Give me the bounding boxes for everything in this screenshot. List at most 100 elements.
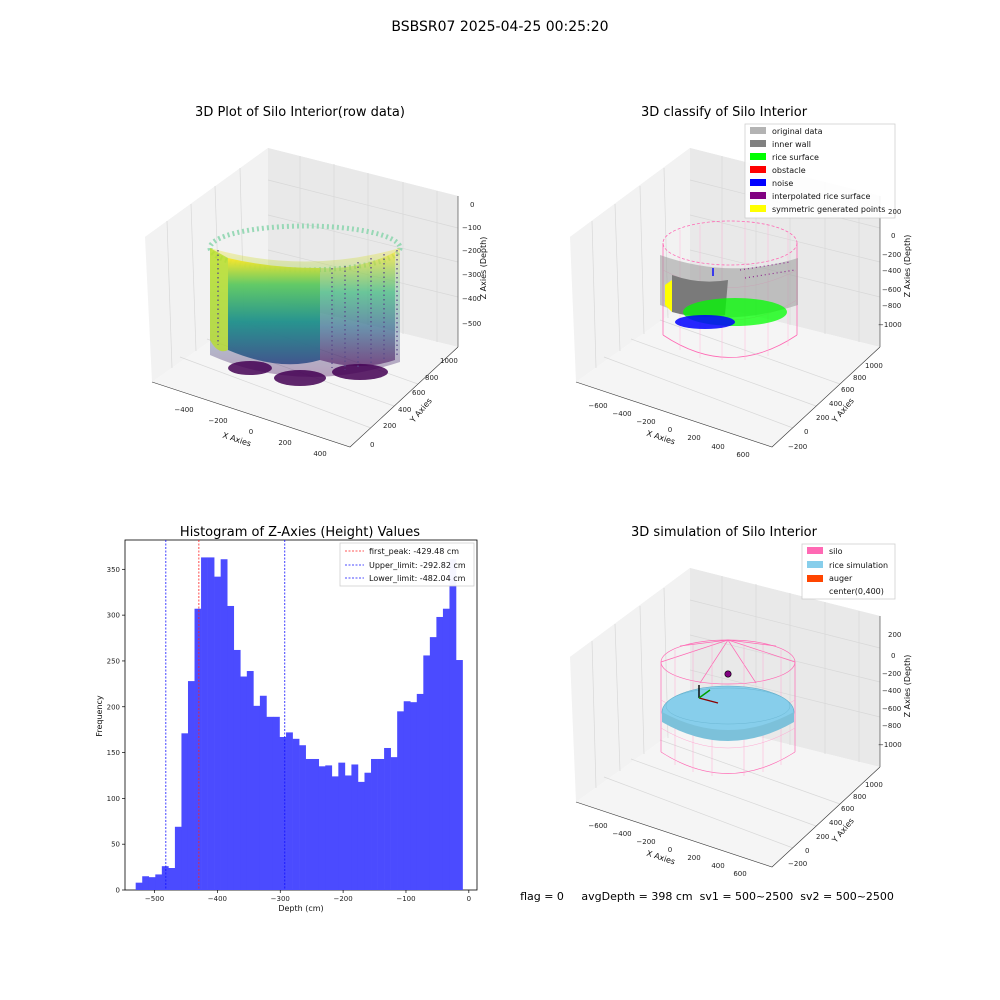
classify-ztick: −600 (882, 286, 901, 294)
legend-label: Upper_limit: -292.82 cm (369, 561, 466, 570)
center-marker (724, 670, 732, 678)
classify-xtick: −400 (612, 410, 631, 418)
histogram-bar (390, 757, 398, 890)
raw-z-axis-label: Z Axies (Depth) (479, 237, 488, 300)
classify-panel-title: 3D classify of Silo Interior (641, 105, 808, 120)
histogram-ytick-label: 350 (107, 566, 120, 574)
histogram-reference-lines (165, 540, 286, 890)
raw-ytick: 800 (425, 374, 438, 382)
histogram-bar (259, 695, 267, 890)
legend-label: inner wall (772, 140, 811, 149)
figure-suptitle: BSBSR07 2025-04-25 00:25:20 (391, 19, 608, 35)
histogram-bar (201, 557, 208, 890)
legend-swatch (750, 166, 766, 173)
histogram-bar (168, 868, 176, 890)
simulation-y-ticks: −200 0 200 400 600 800 1000 (788, 781, 883, 868)
simulation-x-ticks: −600 −400 −200 0 200 400 600 (588, 822, 746, 878)
classify-3d-panel: 3D classify of Silo Interior (570, 105, 912, 459)
histogram-bar (416, 693, 424, 890)
histogram-bar (142, 876, 150, 890)
classify-ytick: 0 (804, 428, 808, 436)
histogram-bar (253, 705, 261, 890)
simulation-ytick: 800 (853, 793, 866, 801)
legend-label: center(0,400) (829, 587, 884, 596)
histogram-xtick-label: −200 (333, 895, 352, 903)
histogram-bar (187, 681, 195, 890)
histogram-y-ticks: 0 50 100 150 200 250 300 350 (107, 566, 125, 895)
histogram-title: Histogram of Z-Axies (Height) Values (180, 525, 420, 540)
classify-xtick: −600 (588, 402, 607, 410)
simulation-z-axis-label: Z Axies (Depth) (903, 655, 912, 718)
classify-xtick: 600 (736, 451, 749, 459)
histogram-bar (331, 776, 339, 890)
histogram-legend: first_peak: -429.48 cm Upper_limit: -292… (339, 542, 475, 587)
legend-label: rice surface (772, 153, 819, 162)
simulation-ytick: 200 (816, 833, 829, 841)
simulation-xtick: −600 (588, 822, 607, 830)
simulation-ztick: −600 (882, 705, 901, 713)
simulation-xtick: 200 (687, 854, 700, 862)
histogram-xtick-label: −400 (208, 895, 227, 903)
histogram-bar (338, 762, 346, 890)
legend-swatch (750, 140, 766, 147)
simulation-xtick: −400 (612, 830, 631, 838)
histogram-bar (325, 765, 333, 890)
classify-x-ticks: −600 −400 −200 0 200 400 600 (588, 402, 749, 459)
legend-swatch (807, 575, 823, 582)
simulation-ytick: 0 (805, 847, 809, 855)
histogram-legend-box (339, 542, 475, 587)
legend-swatch (750, 127, 766, 134)
raw-ytick: 1000 (440, 357, 458, 365)
classify-z-ticks: 200 0 −200 −400 −600 −800 −1000 (878, 208, 902, 329)
legend-swatch (750, 179, 766, 186)
legend-label: Lower_limit: -482.04 cm (369, 574, 466, 583)
histogram-bar (397, 711, 405, 890)
simulation-ytick: 1000 (865, 781, 883, 789)
histogram-bar (214, 576, 221, 890)
classify-ztick: −1000 (878, 321, 902, 329)
raw-xtick: 200 (278, 439, 291, 447)
histogram-bar (305, 758, 313, 890)
simulation-ztick: −1000 (878, 741, 902, 749)
histogram-bar (207, 557, 215, 890)
classify-ytick: 800 (853, 374, 866, 382)
classify-y-ticks: −200 0 200 400 600 800 1000 (788, 362, 883, 451)
classify-ytick: 200 (816, 414, 829, 422)
raw-panel-title: 3D Plot of Silo Interior(row data) (195, 105, 405, 120)
raw-xtick: 400 (313, 450, 326, 458)
histogram-xtick-label: −500 (145, 895, 164, 903)
histogram-bar (148, 877, 156, 890)
histogram-bar (436, 616, 444, 890)
histogram-bar (161, 866, 169, 890)
classify-xtick: 400 (711, 443, 724, 451)
simulation-ytick: 600 (841, 805, 854, 813)
legend-label: original data (772, 127, 823, 136)
histogram-bar (266, 716, 274, 890)
classify-ztick: 200 (888, 208, 901, 216)
raw-ztick: −100 (462, 224, 481, 232)
histogram-x-axis-label: Depth (cm) (278, 904, 323, 913)
simulation-xtick: 0 (668, 846, 672, 854)
legend-swatch (807, 561, 823, 568)
legend-swatch (807, 547, 823, 554)
classify-xtick: 200 (687, 434, 700, 442)
simulation-xtick: 400 (711, 862, 724, 870)
raw-data-3d-panel: 3D Plot of Silo Interior(row data) (145, 105, 488, 458)
simulation-panel-title: 3D simulation of Silo Interior (631, 525, 818, 540)
histogram-bar (240, 676, 248, 890)
raw-xtick: 0 (249, 428, 253, 436)
histogram-xtick-label: −300 (271, 895, 290, 903)
classify-legend-box (744, 123, 896, 219)
classify-xtick: −200 (636, 418, 655, 426)
histogram-bar (364, 772, 372, 890)
histogram-bar (449, 559, 457, 890)
histogram-bar (272, 716, 280, 890)
legend-swatch (750, 153, 766, 160)
raw-xtick: −400 (174, 406, 193, 414)
histogram-bar (279, 736, 287, 890)
raw-ztick: −300 (462, 271, 481, 279)
legend-swatch (750, 205, 766, 212)
classify-3d-axes-box (570, 148, 881, 448)
histogram-bar (371, 758, 378, 890)
